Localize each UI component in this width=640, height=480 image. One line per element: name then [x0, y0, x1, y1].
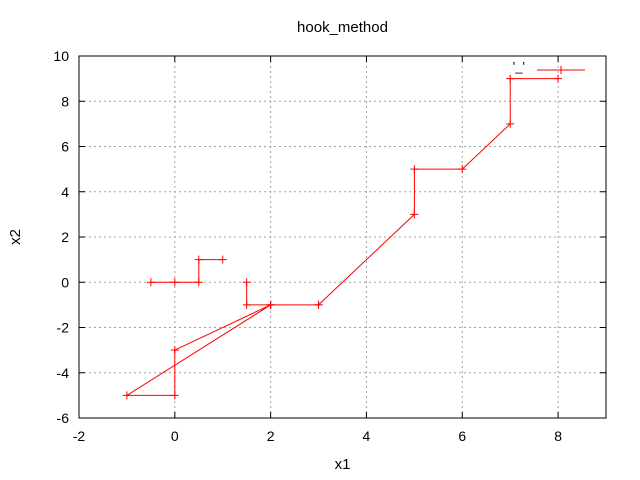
data-point-marker	[410, 210, 419, 219]
chart-title: hook_method	[297, 19, 388, 36]
data-point-marker	[314, 300, 323, 309]
legend-label: '_'	[513, 59, 525, 74]
data-point-marker	[194, 255, 203, 264]
data-point-marker	[170, 278, 179, 287]
y-tick-label: -4	[57, 365, 70, 381]
axis-ticks: -2 0 2 4 6 8 -6 -4 -2 0 2 4 6 8 10	[53, 48, 606, 444]
x-tick-label: 8	[554, 428, 562, 444]
y-tick-label: 4	[61, 184, 69, 200]
x-tick-label: 2	[267, 428, 275, 444]
data-point-marker	[506, 119, 515, 128]
series-line	[125, 304, 271, 396]
x-axis-label: x1	[335, 456, 351, 473]
y-tick-label: 0	[61, 274, 69, 290]
y-tick-label: 8	[61, 93, 69, 109]
y-tick-label: 6	[61, 139, 69, 155]
series-line	[150, 259, 223, 283]
data-point-marker	[266, 300, 275, 309]
legend: '_'	[513, 59, 585, 74]
data-point-marker	[554, 74, 563, 83]
data-point-marker	[458, 165, 467, 174]
data-point-marker	[170, 391, 179, 400]
y-tick-label: 2	[61, 229, 69, 245]
x-tick-label: -2	[73, 428, 86, 444]
data-point-marker	[194, 278, 203, 287]
series-line	[246, 282, 319, 306]
x-tick-label: 4	[363, 428, 371, 444]
x-tick-label: 0	[171, 428, 179, 444]
x-tick-label: 6	[458, 428, 466, 444]
data-point-marker	[506, 74, 515, 83]
plot-frame	[78, 55, 607, 419]
data-point-marker	[146, 278, 155, 287]
y-tick-label: -2	[57, 320, 70, 336]
data-point-marker	[410, 165, 419, 174]
y-tick-label: 10	[53, 48, 69, 64]
data-point-marker	[170, 346, 179, 355]
grid-lines	[79, 56, 606, 418]
y-tick-label: -6	[57, 410, 70, 426]
data-point-marker	[242, 300, 251, 309]
series-group	[122, 74, 563, 400]
y-axis-label: x2	[7, 229, 24, 245]
data-point-marker	[218, 255, 227, 264]
data-point-marker	[242, 278, 251, 287]
data-point-marker	[122, 391, 131, 400]
